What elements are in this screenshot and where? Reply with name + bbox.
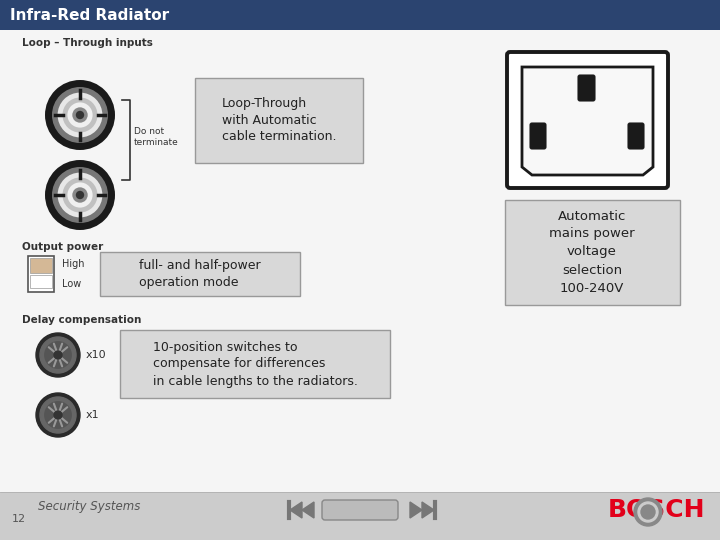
Polygon shape [522, 67, 653, 175]
Circle shape [68, 103, 93, 127]
Circle shape [52, 87, 108, 143]
Polygon shape [422, 502, 434, 518]
Text: Do not
terminate: Do not terminate [134, 127, 179, 147]
FancyBboxPatch shape [322, 500, 398, 520]
Text: Loop-Through
with Automatic
cable termination.: Loop-Through with Automatic cable termin… [222, 97, 336, 144]
Text: High: High [62, 259, 84, 269]
Circle shape [641, 505, 655, 519]
Circle shape [36, 393, 80, 437]
Text: Security Systems: Security Systems [38, 500, 140, 513]
FancyBboxPatch shape [531, 124, 546, 149]
Text: x10: x10 [86, 350, 107, 360]
Text: Output power: Output power [22, 242, 103, 252]
Circle shape [63, 98, 97, 132]
Circle shape [40, 397, 76, 433]
Text: Delay compensation: Delay compensation [22, 315, 141, 325]
Circle shape [45, 80, 115, 150]
Circle shape [52, 167, 108, 223]
Circle shape [638, 502, 658, 522]
Bar [30, 275, 52, 288]
Bar [120, 330, 390, 398]
Text: Automatic
mains power
voltage
selection
100-240V: Automatic mains power voltage selection … [549, 210, 635, 294]
Bar [195, 78, 363, 163]
Text: Low: Low [62, 279, 81, 289]
Text: x1: x1 [86, 410, 99, 420]
Polygon shape [302, 502, 314, 518]
Circle shape [58, 173, 102, 218]
Circle shape [58, 92, 102, 137]
Bar [30, 258, 52, 273]
Circle shape [63, 178, 97, 213]
Circle shape [45, 342, 71, 368]
Text: BOSCH: BOSCH [608, 498, 705, 522]
Circle shape [54, 351, 62, 359]
Circle shape [68, 183, 93, 207]
FancyBboxPatch shape [578, 76, 595, 100]
Text: 12: 12 [12, 514, 26, 524]
Circle shape [72, 107, 88, 123]
FancyBboxPatch shape [629, 124, 644, 149]
FancyBboxPatch shape [507, 52, 668, 188]
Polygon shape [290, 502, 302, 518]
Circle shape [36, 333, 80, 377]
Bar [100, 252, 300, 296]
Text: full- and half-power
operation mode: full- and half-power operation mode [139, 259, 261, 289]
Circle shape [45, 402, 71, 428]
Circle shape [40, 337, 76, 373]
Circle shape [45, 160, 115, 230]
Text: Loop – Through inputs: Loop – Through inputs [22, 38, 153, 48]
Text: 10-position switches to
compensate for differences
in cable lengths to the radia: 10-position switches to compensate for d… [153, 341, 357, 388]
Bar [0, 492, 720, 540]
Circle shape [634, 498, 662, 526]
Circle shape [76, 111, 84, 119]
Polygon shape [410, 502, 422, 518]
Circle shape [54, 411, 62, 419]
Bar [0, 0, 720, 30]
Bar [505, 200, 680, 305]
Circle shape [72, 187, 88, 202]
Bar [28, 256, 54, 292]
Text: Infra-Red Radiator: Infra-Red Radiator [10, 8, 169, 23]
Circle shape [76, 191, 84, 199]
